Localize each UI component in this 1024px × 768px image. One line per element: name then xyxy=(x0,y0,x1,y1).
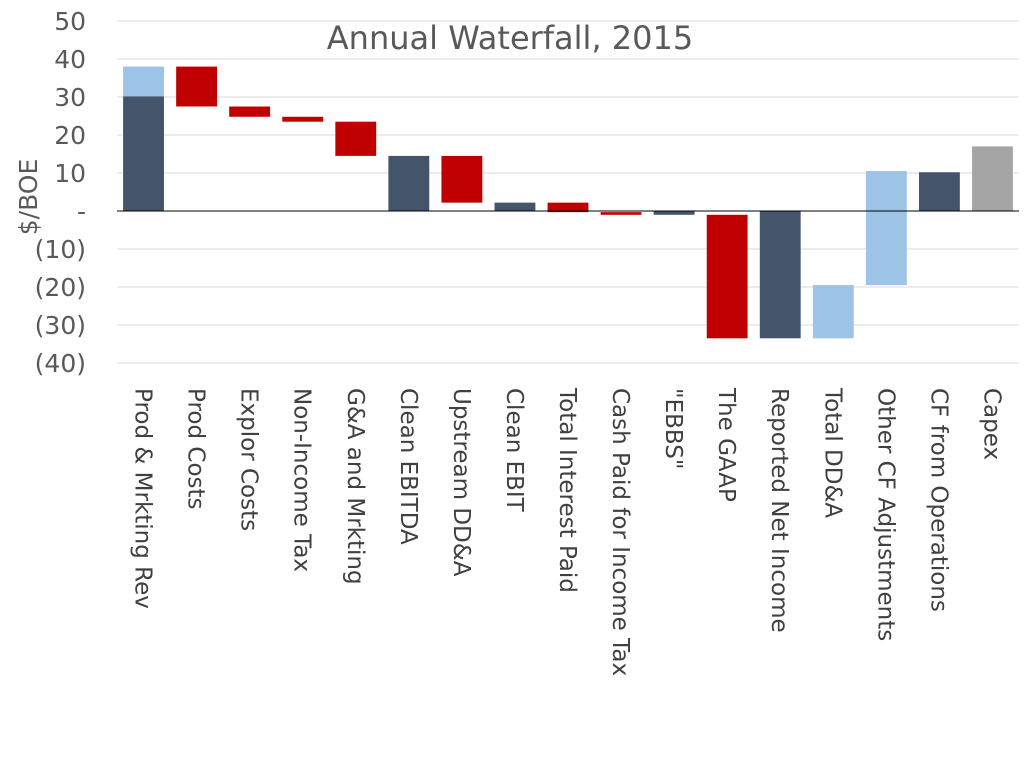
bar-3-segment-0 xyxy=(282,116,324,122)
bar-7-segment-0 xyxy=(494,202,536,211)
y-tick-label: 40 xyxy=(54,45,86,74)
chart-title: Annual Waterfall, 2015 xyxy=(327,19,693,57)
bar-1-segment-0 xyxy=(176,66,218,107)
bars xyxy=(123,66,1013,339)
y-tick-label: (20) xyxy=(35,273,86,302)
y-tick-label: 10 xyxy=(54,159,86,188)
category-label: Prod Costs xyxy=(183,388,209,510)
bar-9-segment-0 xyxy=(600,212,642,215)
y-tick-label: 50 xyxy=(54,7,86,36)
y-tick-labels: 50 40 30 20 10 - (10) (20) (30) (40) xyxy=(35,7,86,378)
y-axis-label: $/BOE xyxy=(14,159,43,236)
category-label: Clean EBITDA xyxy=(395,388,421,545)
category-label: Explor Costs xyxy=(236,388,262,531)
category-label: Total DD&A xyxy=(819,387,845,518)
category-label: Total Interest Paid xyxy=(554,387,580,593)
y-tick-label: (30) xyxy=(35,311,86,340)
category-label: Upstream DD&A xyxy=(448,388,474,577)
category-labels: Prod & Mrkting Rev Prod Costs Explor Costs… xyxy=(130,387,1005,676)
bar-11-segment-0 xyxy=(706,214,748,339)
bar-5-segment-0 xyxy=(388,155,430,211)
bar-0-segment-0 xyxy=(123,96,164,211)
bar-13-segment-0 xyxy=(812,285,854,339)
y-tick-label: (40) xyxy=(35,349,86,378)
bar-8-segment-0 xyxy=(547,202,589,213)
bar-14-segment-0 xyxy=(865,171,907,286)
gridlines xyxy=(117,20,1019,364)
category-label: Clean EBIT xyxy=(501,388,527,513)
bar-16-segment-0 xyxy=(972,146,1013,211)
category-label: CF from Operations xyxy=(925,388,951,612)
category-label: Other CF Adjustments xyxy=(872,388,898,641)
y-tick-label: - xyxy=(77,197,86,226)
category-label: "EBBS" xyxy=(660,388,686,469)
category-label: Cash Paid for Income Tax xyxy=(607,388,633,676)
category-label: The GAAP xyxy=(713,387,739,502)
bar-0-segment-1 xyxy=(123,66,164,97)
bar-12-segment-0 xyxy=(759,211,801,339)
bar-6-segment-0 xyxy=(441,155,483,203)
category-label: Reported Net Income xyxy=(766,388,792,633)
category-label: Prod & Mrkting Rev xyxy=(130,388,156,609)
y-tick-label: 30 xyxy=(54,83,86,112)
category-label: Capex xyxy=(978,388,1004,460)
bar-10-segment-0 xyxy=(653,211,695,215)
bar-4-segment-0 xyxy=(335,121,377,156)
bar-2-segment-0 xyxy=(229,106,271,117)
category-label: G&A and Mrkting xyxy=(342,388,368,585)
y-tick-label: (10) xyxy=(35,235,86,264)
bar-15-segment-0 xyxy=(918,172,960,211)
category-label: Non-Income Tax xyxy=(289,388,315,572)
y-tick-label: 20 xyxy=(54,121,86,150)
